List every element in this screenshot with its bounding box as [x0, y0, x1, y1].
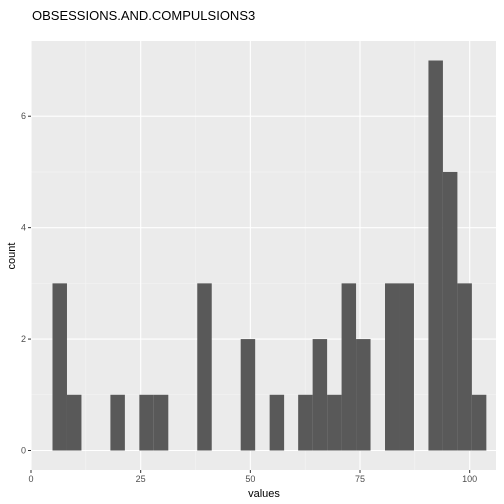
- histogram-bar: [341, 283, 357, 451]
- bar-layer: [52, 60, 487, 451]
- histogram-bar: [153, 394, 169, 451]
- axis-layer: 0 25 50 75 100 0 2 4 6: [21, 111, 477, 484]
- histogram-bar: [442, 171, 458, 451]
- histogram-bar: [269, 394, 285, 451]
- x-axis-title: values: [248, 488, 280, 500]
- x-tick-label: 100: [462, 474, 477, 484]
- x-tick-label: 0: [28, 474, 33, 484]
- x-tick-label: 75: [355, 474, 365, 484]
- chart-title: OBSESSIONS.AND.COMPULSIONS3: [32, 8, 255, 23]
- histogram-bar: [428, 60, 443, 451]
- y-axis-title: count: [6, 243, 18, 270]
- x-tick-label: 25: [136, 474, 146, 484]
- histogram-bar: [399, 283, 414, 451]
- histogram-bar: [240, 339, 256, 451]
- histogram-bar: [356, 339, 371, 451]
- histogram-bar: [385, 283, 400, 451]
- histogram-bar: [52, 283, 67, 451]
- x-tick-label: 50: [245, 474, 255, 484]
- y-tick-label: 6: [21, 111, 26, 121]
- y-tick-label: 4: [21, 223, 26, 233]
- histogram-bar: [197, 283, 212, 451]
- histogram-bar: [471, 394, 487, 451]
- histogram-bar: [298, 394, 313, 451]
- y-tick-label: 0: [21, 446, 26, 456]
- histogram-bar: [457, 283, 472, 451]
- histogram-bar: [66, 394, 82, 451]
- histogram-bar: [110, 394, 125, 451]
- histogram-bar: [139, 394, 154, 451]
- histogram-bar: [312, 339, 328, 451]
- y-tick-label: 2: [21, 334, 26, 344]
- histogram-bar: [327, 394, 342, 451]
- plot-panel: [31, 41, 496, 470]
